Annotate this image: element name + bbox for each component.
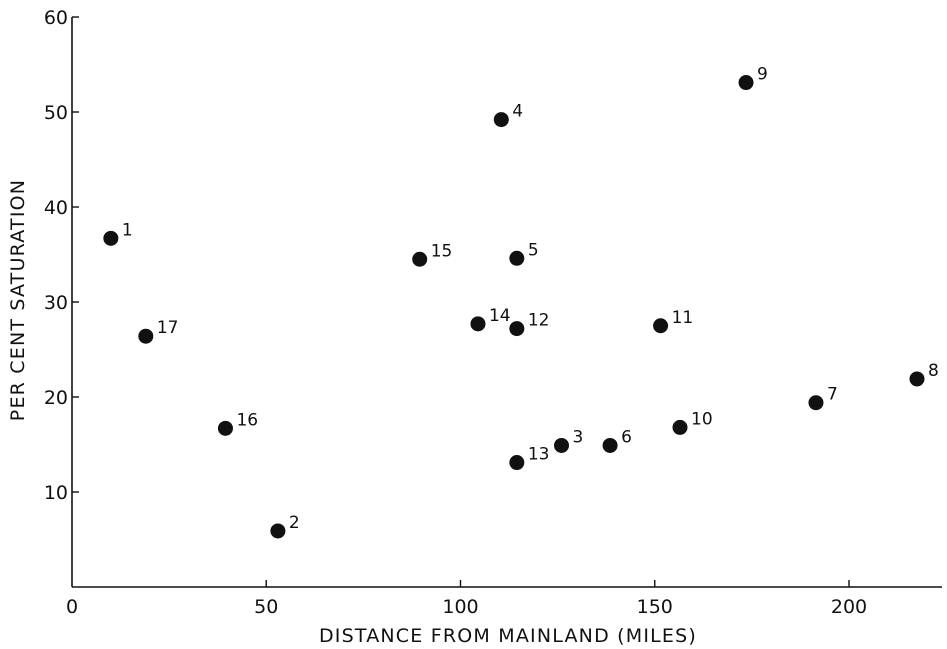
point-label: 15 [431,241,453,261]
x-tick-label: 0 [66,596,78,618]
scatter-point [412,251,428,267]
point-label: 16 [236,410,258,430]
scatter-point [653,318,669,334]
point-label: 12 [528,311,550,331]
point-label: 13 [528,445,550,465]
y-tick-label: 20 [44,387,68,409]
scatter-point [554,437,570,453]
y-tick-label: 50 [44,102,68,124]
point-label: 17 [157,318,179,338]
point-label: 10 [691,409,713,429]
scatter-point [270,523,286,539]
scatter-point [602,437,618,453]
y-tick-label: 40 [44,197,68,219]
scatter-point [493,112,509,128]
x-tick-label: 150 [637,596,673,618]
x-tick-label: 50 [254,596,278,618]
scatter-point [509,455,525,471]
point-label: 6 [621,427,632,447]
point-label: 4 [512,102,523,122]
point-label: 3 [573,427,584,447]
scatter-point [738,75,754,91]
x-tick-label: 100 [442,596,478,618]
scatter-point [909,371,925,387]
scatter-point [103,230,119,246]
scatter-point [509,321,525,337]
point-label: 9 [757,65,768,85]
point-label: 1 [122,220,133,240]
x-axis-title: DISTANCE FROM MAINLAND (MILES) [319,625,697,647]
scatter-point [217,420,233,436]
point-label: 14 [489,306,511,326]
y-tick-label: 60 [44,7,68,29]
scatter-point [808,395,824,411]
y-axis-title: PER CENT SATURATION [7,179,29,421]
axes: 10 20 30 40 50 60 0 50 100 150 200 [44,7,942,618]
point-label: 8 [928,361,939,381]
scatter-point [509,250,525,266]
scatter-point [138,328,154,344]
point-label: 7 [827,385,838,405]
point-label: 5 [528,240,539,260]
scatter-point [672,419,688,435]
scatter-point [470,316,486,332]
y-tick-label: 30 [44,292,68,314]
point-label: 2 [289,513,300,533]
point-label: 11 [672,308,694,328]
x-tick-label: 200 [831,596,867,618]
y-tick-label: 10 [44,482,68,504]
